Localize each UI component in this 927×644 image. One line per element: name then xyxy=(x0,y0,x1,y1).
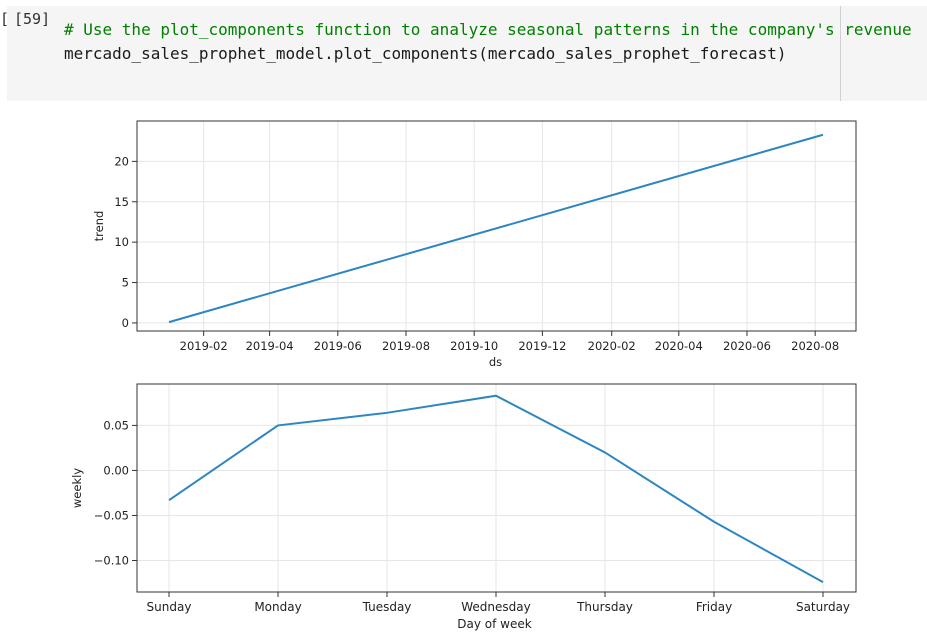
weekly-x-axis-label: Day of week xyxy=(457,617,531,631)
trend-y-tick-label: 20 xyxy=(114,154,129,168)
trend-x-tick-label: 2019-12 xyxy=(518,339,566,353)
weekly-x-tick-label: Saturday xyxy=(796,600,850,614)
trend-x-tick-label: 2020-04 xyxy=(655,339,703,353)
weekly-x-tick-label: Monday xyxy=(254,600,301,614)
trend-x-tick-label: 2019-10 xyxy=(450,339,498,353)
trend-x-tick-label: 2019-04 xyxy=(246,339,294,353)
weekly-y-axis-label: weekly xyxy=(70,468,84,508)
weekly-x-tick-label: Tuesday xyxy=(362,600,412,614)
weekly-axes-frame xyxy=(136,383,857,593)
trend-axes-frame xyxy=(136,120,857,332)
trend-series-line xyxy=(168,133,824,324)
weekly-series-line xyxy=(168,394,824,583)
code-statement-line[interactable]: mercado_sales_prophet_model.plot_compone… xyxy=(64,44,787,63)
trend-y-tick-label: 10 xyxy=(114,235,129,249)
code-comment-line[interactable]: # Use the plot_components function to an… xyxy=(64,20,912,39)
trend-x-tick-label: 2019-02 xyxy=(180,339,228,353)
weekly-y-tick-label: −0.10 xyxy=(94,553,129,567)
trend-x-tick-label: 2020-06 xyxy=(723,339,771,353)
weekly-y-tick-label: 0.05 xyxy=(103,418,129,432)
trend-y-tick-label: 0 xyxy=(122,316,129,330)
weekly-y-tick-label: 0.00 xyxy=(103,463,129,477)
trend-x-tick-label: 2019-08 xyxy=(382,339,430,353)
trend-x-tick-label: 2020-02 xyxy=(588,339,636,353)
weekly-x-tick-label: Friday xyxy=(696,600,732,614)
weekly-x-tick-label: Wednesday xyxy=(461,600,530,614)
trend-y-tick-label: 15 xyxy=(114,195,129,209)
cell-prompt: [ [59] xyxy=(0,10,60,30)
components-figure: 2019-02 2019-04 2019-06 2019-08 2019-10 2019-… xyxy=(70,120,857,631)
trend-x-tick-label: 2019-06 xyxy=(314,339,362,353)
trend-x-axis-label: ds xyxy=(489,355,502,369)
trend-x-tick-label: 2020-08 xyxy=(791,339,839,353)
cell-output: 2019-02 2019-04 2019-06 2019-08 2019-10 2019-… xyxy=(0,110,927,640)
line-length-ruler xyxy=(840,6,841,101)
weekly-x-tick-label: Sunday xyxy=(147,600,192,614)
weekly-x-tick-label: Thursday xyxy=(576,600,633,614)
trend-y-axis-label: trend xyxy=(92,211,106,242)
weekly-y-tick-label: −0.05 xyxy=(94,508,129,522)
execution-count: [59] xyxy=(14,10,51,28)
code-cell[interactable]: # Use the plot_components function to an… xyxy=(7,6,927,101)
trend-y-tick-label: 5 xyxy=(122,276,129,290)
cell-left-mark: [ xyxy=(0,10,10,28)
